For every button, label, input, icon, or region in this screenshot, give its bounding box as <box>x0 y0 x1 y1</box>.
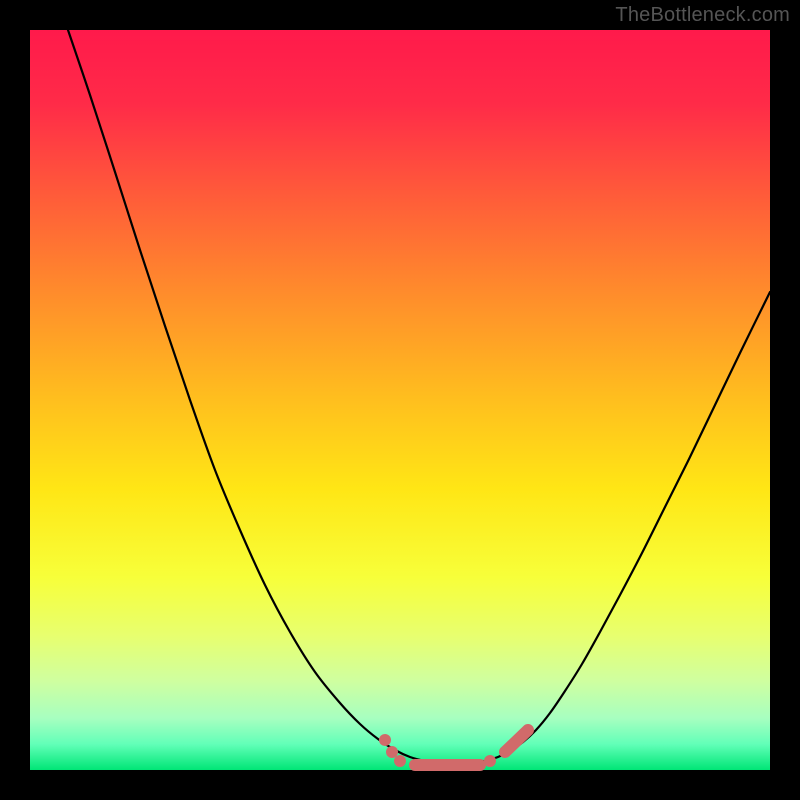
marker-dot <box>379 734 391 746</box>
marker-dot <box>484 755 496 767</box>
plot-gradient <box>30 30 770 770</box>
watermark-text: TheBottleneck.com <box>615 4 790 27</box>
marker-dot <box>386 746 398 758</box>
bottleneck-chart <box>0 0 800 800</box>
marker-dot <box>394 755 406 767</box>
